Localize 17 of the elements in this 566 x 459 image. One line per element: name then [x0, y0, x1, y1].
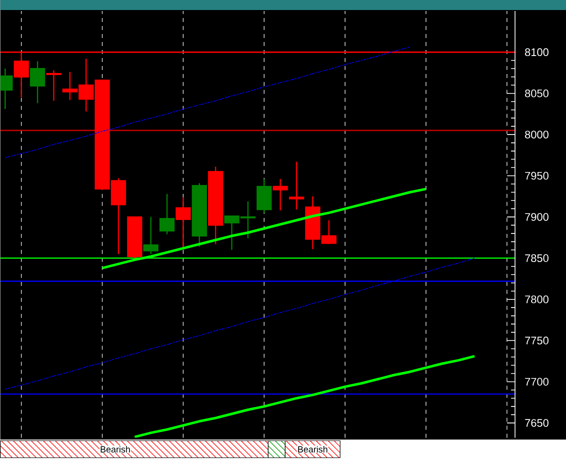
- y-tick-label: 7950: [525, 172, 548, 180]
- candlestick: [46, 70, 62, 102]
- y-tick-label: 8050: [525, 90, 548, 98]
- candlestick: [143, 216, 158, 255]
- y-tick-label: 7750: [525, 336, 548, 345]
- candlestick: [288, 161, 304, 210]
- text: Bearish: [298, 446, 328, 453]
- y-tick-label: 7650: [525, 419, 548, 427]
- text: Bearish: [100, 446, 130, 453]
- y-tick-label: 7900: [525, 213, 548, 221]
- y-tick-label: 7850: [525, 254, 548, 262]
- y-tick-label: 7700: [525, 378, 548, 386]
- candlestick: [272, 178, 288, 212]
- y-tick-label: 8100: [525, 48, 548, 56]
- y-tick-label: 7800: [525, 296, 548, 304]
- y-tick-label: 8000: [525, 130, 548, 139]
- candlestick: [176, 196, 191, 250]
